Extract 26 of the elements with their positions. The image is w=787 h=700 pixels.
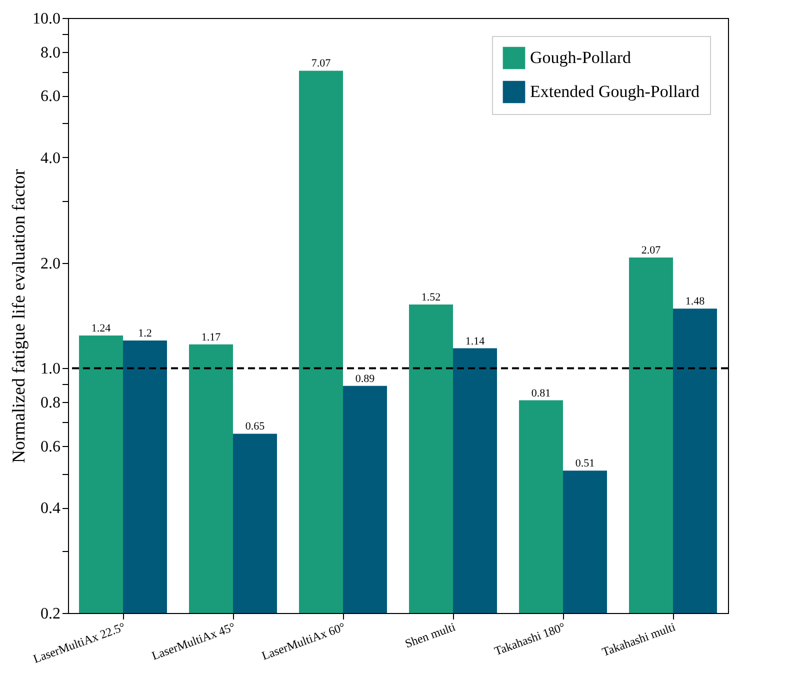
y-tick-label: 0.6 <box>40 438 60 456</box>
data-label: 0.81 <box>531 387 551 400</box>
legend-label: Extended Gough-Pollard <box>530 82 700 101</box>
y-tick-label: 0.8 <box>40 394 60 412</box>
data-label: 1.14 <box>465 335 486 348</box>
y-tick-label: 6.0 <box>40 88 60 106</box>
data-label: 1.52 <box>421 292 441 304</box>
data-label: 1.24 <box>91 322 112 334</box>
data-label: 1.48 <box>685 296 706 308</box>
y-tick-label: 4.0 <box>40 150 60 167</box>
x-tick-label: Shen multi <box>403 619 458 651</box>
data-label: 1.17 <box>201 331 222 344</box>
y-tick-label: 0.4 <box>40 500 60 518</box>
legend-label: Gough-Pollard <box>530 48 632 67</box>
data-label: 1.2 <box>138 327 152 340</box>
data-label: 0.89 <box>355 372 376 385</box>
y-axis-title: Normalized fatigue life evaluation factor <box>8 169 28 463</box>
data-label: 0.51 <box>575 458 595 470</box>
data-label: 2.07 <box>641 244 662 257</box>
y-tick-label: 0.2 <box>40 606 60 622</box>
data-label: 7.07 <box>311 58 332 70</box>
y-tick-label: 1.0 <box>40 360 60 378</box>
y-tick-label: 10.0 <box>32 10 60 28</box>
data-label: 0.65 <box>245 420 266 433</box>
y-tick-label: 2.0 <box>40 255 60 272</box>
y-tick-label: 8.0 <box>40 44 60 62</box>
